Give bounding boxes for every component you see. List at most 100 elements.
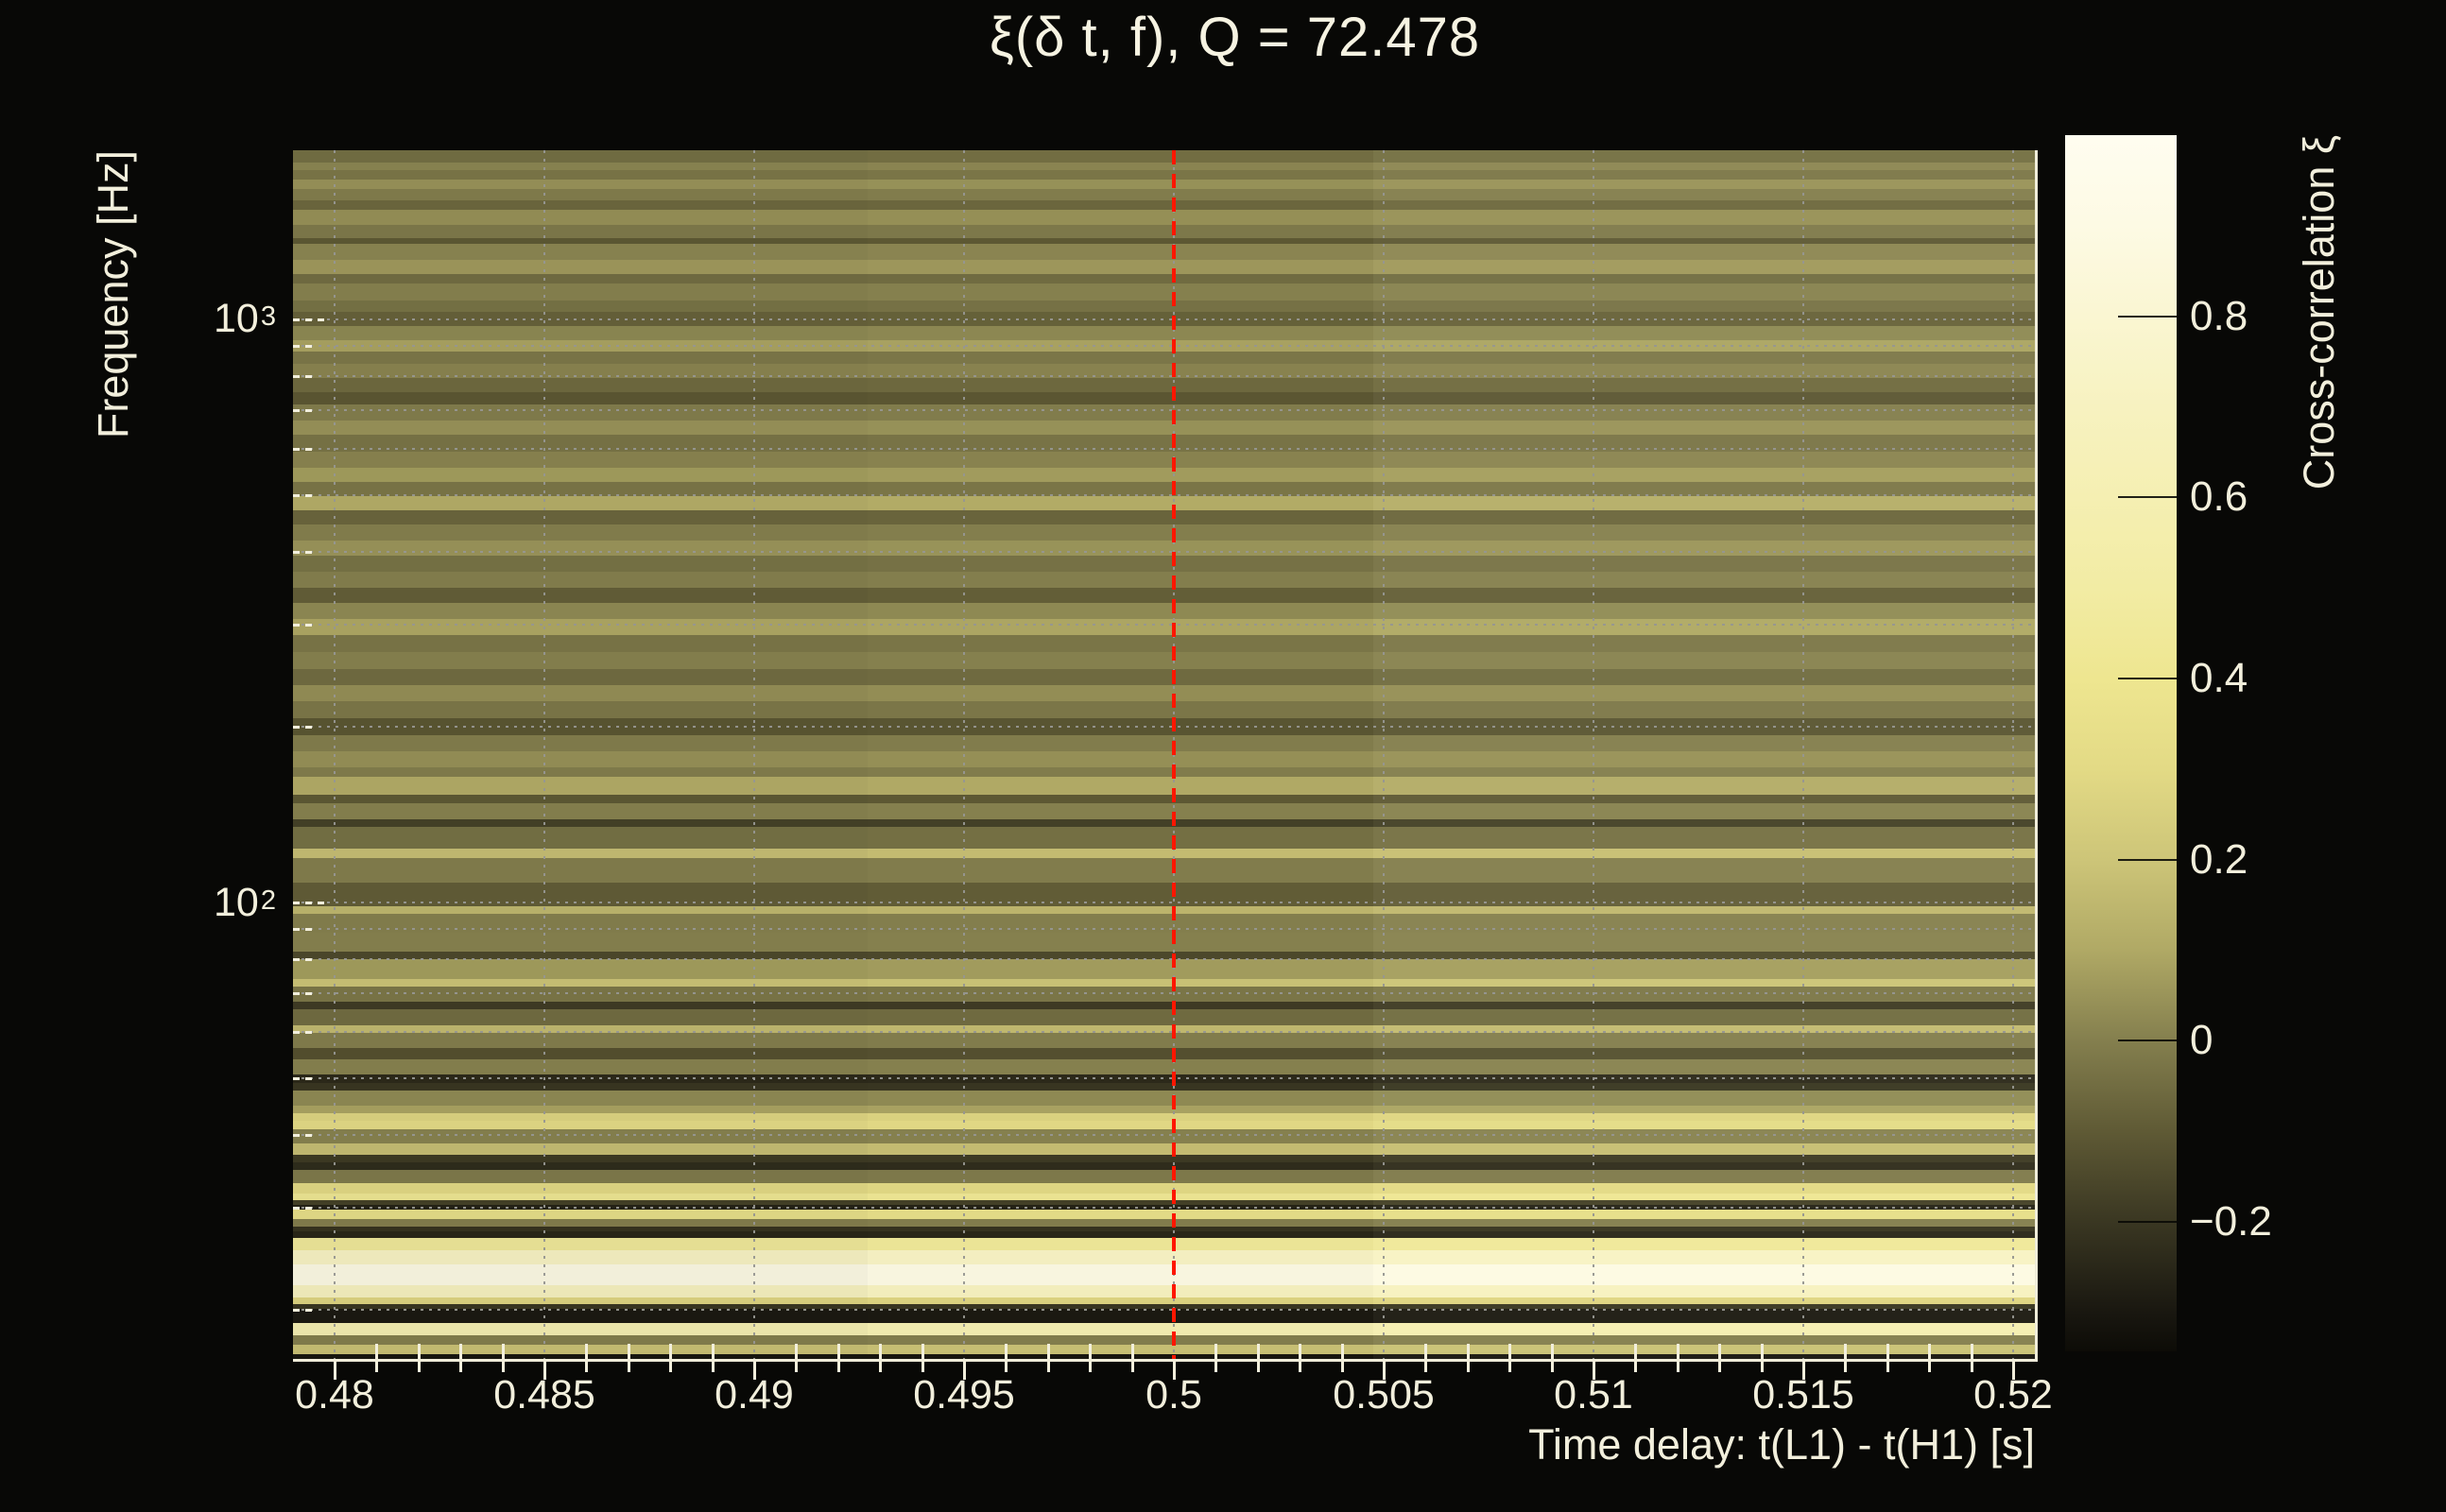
y-tick-base: 10 bbox=[214, 879, 259, 925]
x-major-outer-tick bbox=[1802, 1361, 1805, 1380]
y-gridline bbox=[293, 1133, 2035, 1136]
x-gridline bbox=[334, 150, 336, 1359]
y-gridline bbox=[293, 1076, 2035, 1079]
x-minor-tick bbox=[1886, 1344, 1889, 1359]
y-tick-base: 10 bbox=[214, 296, 259, 342]
reference-time-line bbox=[1172, 150, 1176, 1359]
x-minor-tick bbox=[1634, 1344, 1638, 1359]
y-tick-dash bbox=[293, 1076, 317, 1080]
x-minor-tick bbox=[1676, 1344, 1679, 1359]
colorbar-tick bbox=[2118, 496, 2177, 499]
colorbar-tick bbox=[2118, 315, 2177, 318]
x-minor-outer-tick bbox=[1424, 1361, 1428, 1372]
y-tick-dash bbox=[293, 550, 317, 554]
y-gridline bbox=[293, 726, 2035, 729]
x-minor-outer-tick bbox=[1970, 1361, 1973, 1372]
x-minor-outer-tick bbox=[1634, 1361, 1638, 1372]
y-tick-dash bbox=[293, 902, 327, 905]
y-tick-dash bbox=[293, 928, 317, 932]
x-minor-tick bbox=[1256, 1344, 1260, 1359]
x-minor-tick bbox=[879, 1344, 883, 1359]
x-minor-outer-tick bbox=[1928, 1361, 1932, 1372]
x-major-outer-tick bbox=[753, 1361, 756, 1380]
y-tick-dash bbox=[293, 991, 317, 995]
x-minor-outer-tick bbox=[1844, 1361, 1848, 1372]
x-minor-tick bbox=[1550, 1344, 1554, 1359]
y-gridline bbox=[293, 957, 2035, 960]
x-minor-tick bbox=[501, 1344, 505, 1359]
x-major-outer-tick bbox=[2012, 1361, 2015, 1380]
x-minor-tick bbox=[669, 1344, 673, 1359]
y-tick-dash bbox=[293, 726, 317, 730]
x-major-outer-tick bbox=[963, 1361, 966, 1380]
x-minor-outer-tick bbox=[836, 1361, 840, 1372]
x-minor-outer-tick bbox=[585, 1361, 589, 1372]
colorbar-tick bbox=[2118, 858, 2177, 861]
colorbar-tick-label: −0.2 bbox=[2190, 1197, 2272, 1245]
y-gridline bbox=[293, 447, 2035, 450]
x-minor-tick bbox=[921, 1344, 924, 1359]
x-minor-outer-tick bbox=[921, 1361, 924, 1372]
x-minor-tick bbox=[1970, 1344, 1973, 1359]
x-gridline bbox=[543, 150, 545, 1359]
x-minor-tick bbox=[1508, 1344, 1512, 1359]
x-minor-outer-tick bbox=[1130, 1361, 1134, 1372]
y-gridline bbox=[293, 1309, 2035, 1312]
chart-title: ξ(δ t, f), Q = 72.478 bbox=[989, 7, 1481, 68]
x-minor-tick bbox=[1466, 1344, 1470, 1359]
x-axis-line bbox=[293, 1359, 2038, 1362]
x-minor-tick bbox=[1005, 1344, 1008, 1359]
x-tick-label: 0.51 bbox=[1554, 1372, 1633, 1418]
heatmap-plot-area bbox=[293, 150, 2035, 1359]
x-minor-tick bbox=[627, 1344, 630, 1359]
colorbar-tick bbox=[2118, 677, 2177, 679]
x-major-outer-tick bbox=[1173, 1361, 1176, 1380]
x-tick-label: 0.52 bbox=[1973, 1372, 2053, 1418]
y-gridline bbox=[293, 318, 2035, 320]
x-tick-label: 0.5 bbox=[1145, 1372, 1202, 1418]
y-gridline bbox=[293, 623, 2035, 626]
x-minor-outer-tick bbox=[1340, 1361, 1344, 1372]
colorbar-tick bbox=[2118, 1040, 2177, 1042]
x-minor-tick bbox=[1760, 1344, 1764, 1359]
x-tick-label: 0.515 bbox=[1752, 1372, 1854, 1418]
x-minor-outer-tick bbox=[1550, 1361, 1554, 1372]
y-tick-dash bbox=[293, 1133, 317, 1137]
x-minor-tick bbox=[585, 1344, 589, 1359]
x-minor-tick bbox=[1340, 1344, 1344, 1359]
y-tick-dash bbox=[293, 957, 317, 961]
x-major-outer-tick bbox=[334, 1361, 336, 1380]
x-minor-outer-tick bbox=[879, 1361, 883, 1372]
x-minor-outer-tick bbox=[795, 1361, 799, 1372]
colorbar-tick bbox=[2118, 1220, 2177, 1223]
heatmap-x-shade bbox=[868, 150, 1372, 1359]
x-gridline bbox=[2012, 150, 2014, 1359]
x-minor-tick bbox=[795, 1344, 799, 1359]
x-minor-outer-tick bbox=[1046, 1361, 1050, 1372]
x-minor-outer-tick bbox=[1760, 1361, 1764, 1372]
x-gridline bbox=[1383, 150, 1385, 1359]
x-minor-tick bbox=[417, 1344, 421, 1359]
y-tick-exponent: 2 bbox=[260, 885, 276, 916]
y-tick-exponent: 3 bbox=[260, 301, 276, 333]
x-tick-label: 0.505 bbox=[1333, 1372, 1435, 1418]
x-gridline bbox=[1593, 150, 1594, 1359]
y-gridline bbox=[293, 408, 2035, 411]
right-axis-line bbox=[2035, 150, 2038, 1362]
x-minor-outer-tick bbox=[375, 1361, 379, 1372]
y-gridline bbox=[293, 345, 2035, 348]
y-gridline bbox=[293, 550, 2035, 553]
x-minor-outer-tick bbox=[1718, 1361, 1722, 1372]
y-tick-dash bbox=[293, 374, 317, 378]
x-gridline bbox=[753, 150, 755, 1359]
y-tick-dash bbox=[293, 408, 317, 412]
x-axis-title: Time delay: t(L1) - t(H1) [s] bbox=[1528, 1420, 2035, 1469]
colorbar-tick-label: 0.6 bbox=[2190, 473, 2248, 521]
x-minor-outer-tick bbox=[459, 1361, 463, 1372]
y-gridline bbox=[293, 1031, 2035, 1033]
x-minor-tick bbox=[1844, 1344, 1848, 1359]
y-tick-dash bbox=[293, 1206, 317, 1210]
y-tick-label: 10 2 bbox=[123, 873, 276, 932]
x-minor-tick bbox=[1718, 1344, 1722, 1359]
